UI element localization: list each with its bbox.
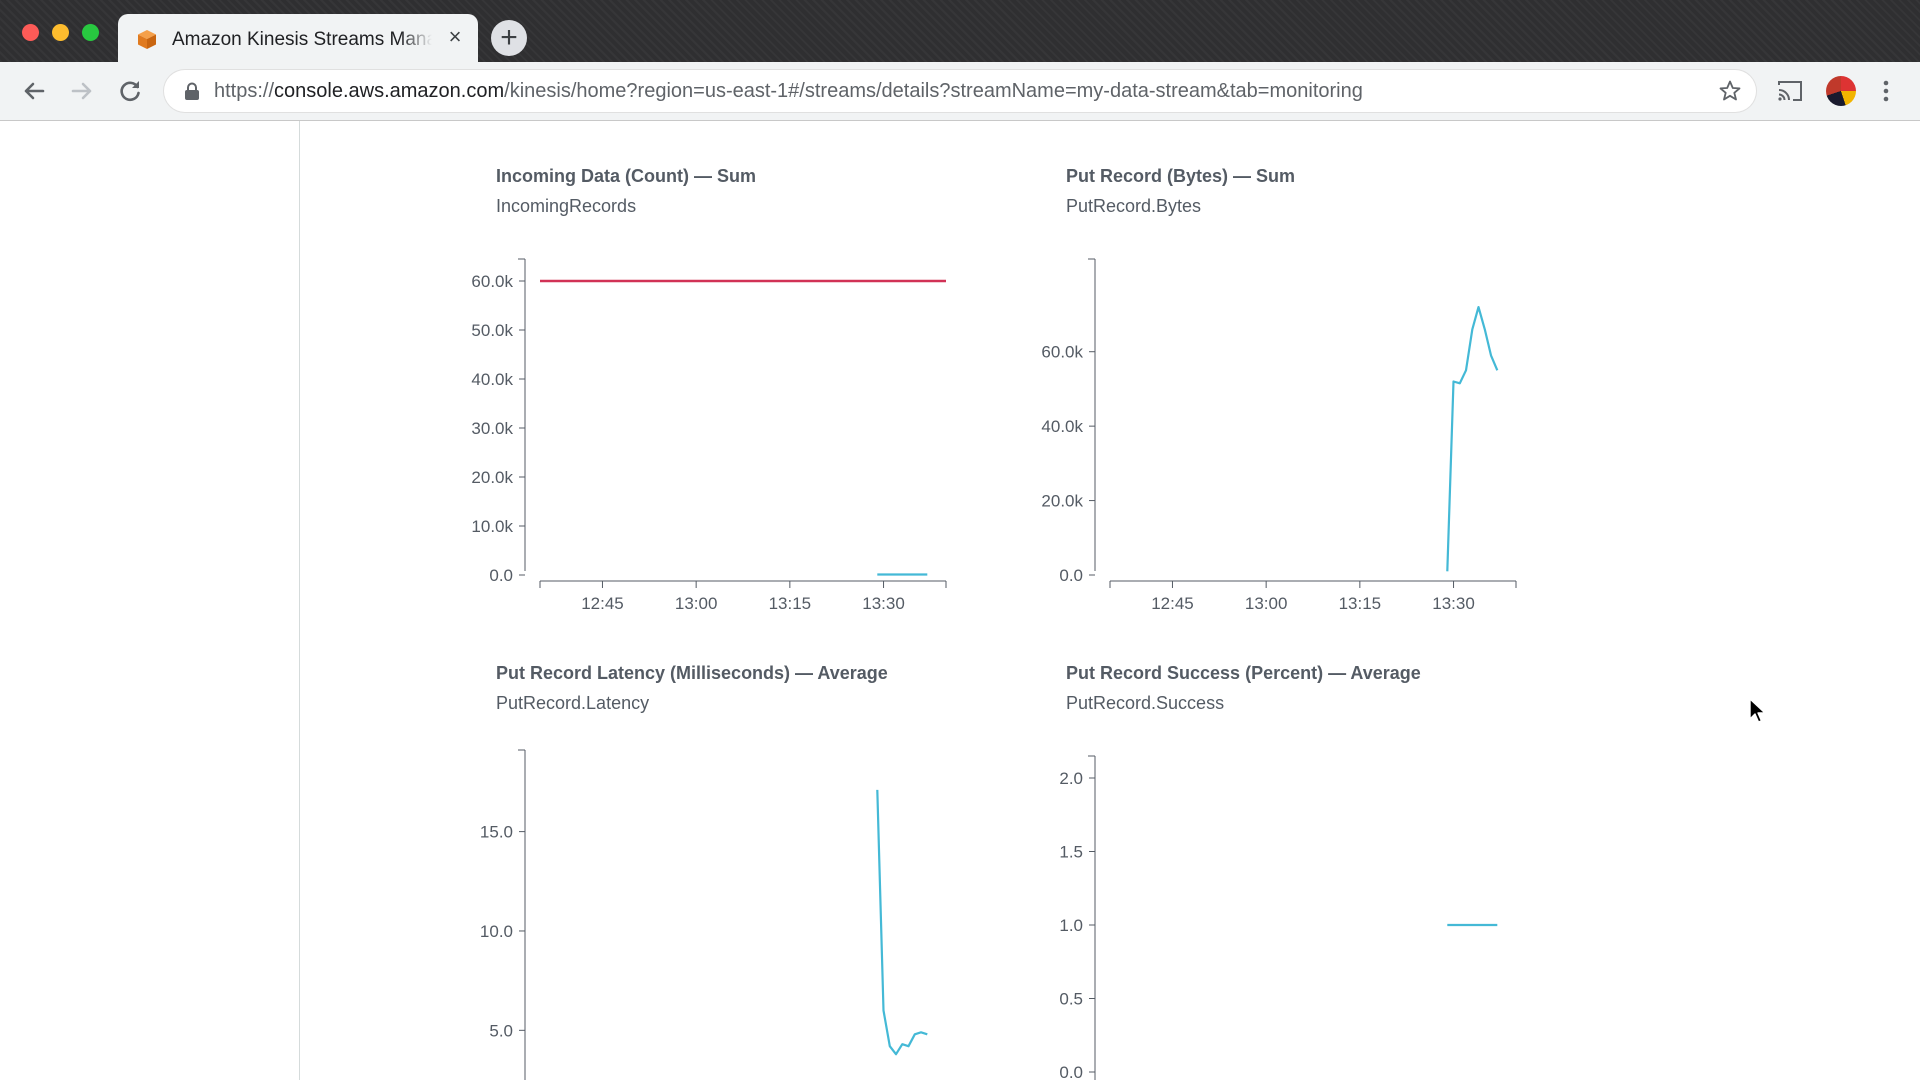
url-text: https://console.aws.amazon.com/kinesis/h… [214,80,1363,103]
panel-metric-putrecord-bytes: PutRecord.Bytes [1066,196,1202,216]
tab-close-icon[interactable]: × [448,24,462,49]
bookmark-star-icon[interactable] [1718,79,1742,103]
kebab-menu-icon[interactable] [1880,76,1892,106]
url-path: /kinesis/home?region=us-east-1#/streams/… [504,80,1363,102]
mouse-cursor-icon [1749,698,1766,723]
y-tick-label: 40.0k [471,370,513,389]
x-tick-label: 13:00 [1245,594,1288,613]
y-tick-label: 1.5 [1059,843,1083,862]
address-bar[interactable]: https://console.aws.amazon.com/kinesis/h… [164,70,1756,112]
y-tick-label: 60.0k [1041,343,1083,362]
y-tick-label: 0.0 [489,566,513,585]
y-tick-label: 0.0 [1059,1063,1083,1080]
profile-avatar[interactable] [1826,76,1856,106]
y-tick-label: 0.0 [1059,566,1083,585]
panel-title-putrecord-latency: Put Record Latency (Milliseconds) — Aver… [496,663,888,683]
panel-metric-putrecord-latency: PutRecord.Latency [496,693,650,713]
url-host: console.aws.amazon.com [274,80,505,102]
x-tick-label: 13:30 [862,594,905,613]
y-tick-label: 1.0 [1059,916,1083,935]
aws-cube-icon [138,30,156,49]
monitoring-charts: 0.0 10.0k 20.0k 30.0k 40.0k 50.0k 60.0k 12:45 13… [471,258,1517,1080]
x-tick-label: 13:00 [675,594,718,613]
close-window-button[interactable] [22,24,39,41]
y-tick-label: 0.5 [1059,990,1083,1009]
tab-title: Amazon Kinesis Streams Management Consol… [172,29,432,50]
y-tick-label: 5.0 [489,1021,513,1040]
y-tick-label: 20.0k [1041,492,1083,511]
y-tick-label: 10.0k [471,517,513,536]
url-scheme: https:// [214,80,275,102]
panel-metric-incoming-records: IncomingRecords [496,196,637,216]
browser-toolbar: https://console.aws.amazon.com/kinesis/h… [0,62,1920,121]
panel-metric-putrecord-success: PutRecord.Success [1066,693,1225,713]
y-tick-label: 2.0 [1059,769,1083,788]
forward-arrow-icon[interactable] [67,76,97,106]
sidebar-divider [299,121,300,1080]
browser-tab-active[interactable]: Amazon Kinesis Streams Management Consol… [118,14,478,62]
y-tick-label: 40.0k [1041,417,1083,436]
panel-title-putrecord-success: Put Record Success (Percent) — Average [1066,663,1421,683]
reload-icon[interactable] [115,76,145,106]
x-tick-label: 13:15 [769,594,812,613]
panel-title-incoming-records: Incoming Data (Count) — Sum [496,166,756,186]
y-tick-label: 10.0 [480,922,513,941]
y-tick-label: 30.0k [471,419,513,438]
metric-series-line [1446,306,1499,572]
metric-series-line [876,789,928,1056]
x-tick-label: 13:15 [1339,594,1382,613]
maximize-window-button[interactable] [82,24,99,41]
cast-icon[interactable] [1776,78,1804,104]
x-tick-label: 13:30 [1432,594,1475,613]
browser-title-bar: Amazon Kinesis Streams Management Consol… [0,0,1920,62]
minimize-window-button[interactable] [52,24,69,41]
x-tick-label: 12:45 [581,594,624,613]
y-tick-label: 60.0k [471,272,513,291]
panel-title-putrecord-bytes: Put Record (Bytes) — Sum [1066,166,1296,186]
lock-icon [185,82,199,100]
y-tick-label: 15.0 [480,823,513,842]
x-tick-label: 12:45 [1151,594,1194,613]
y-tick-label: 50.0k [471,321,513,340]
page-content: Incoming Data (Count) — Sum IncomingReco… [0,121,1920,1080]
back-arrow-icon[interactable] [19,76,49,106]
new-tab-button[interactable]: + [491,20,527,56]
y-tick-label: 20.0k [471,468,513,487]
